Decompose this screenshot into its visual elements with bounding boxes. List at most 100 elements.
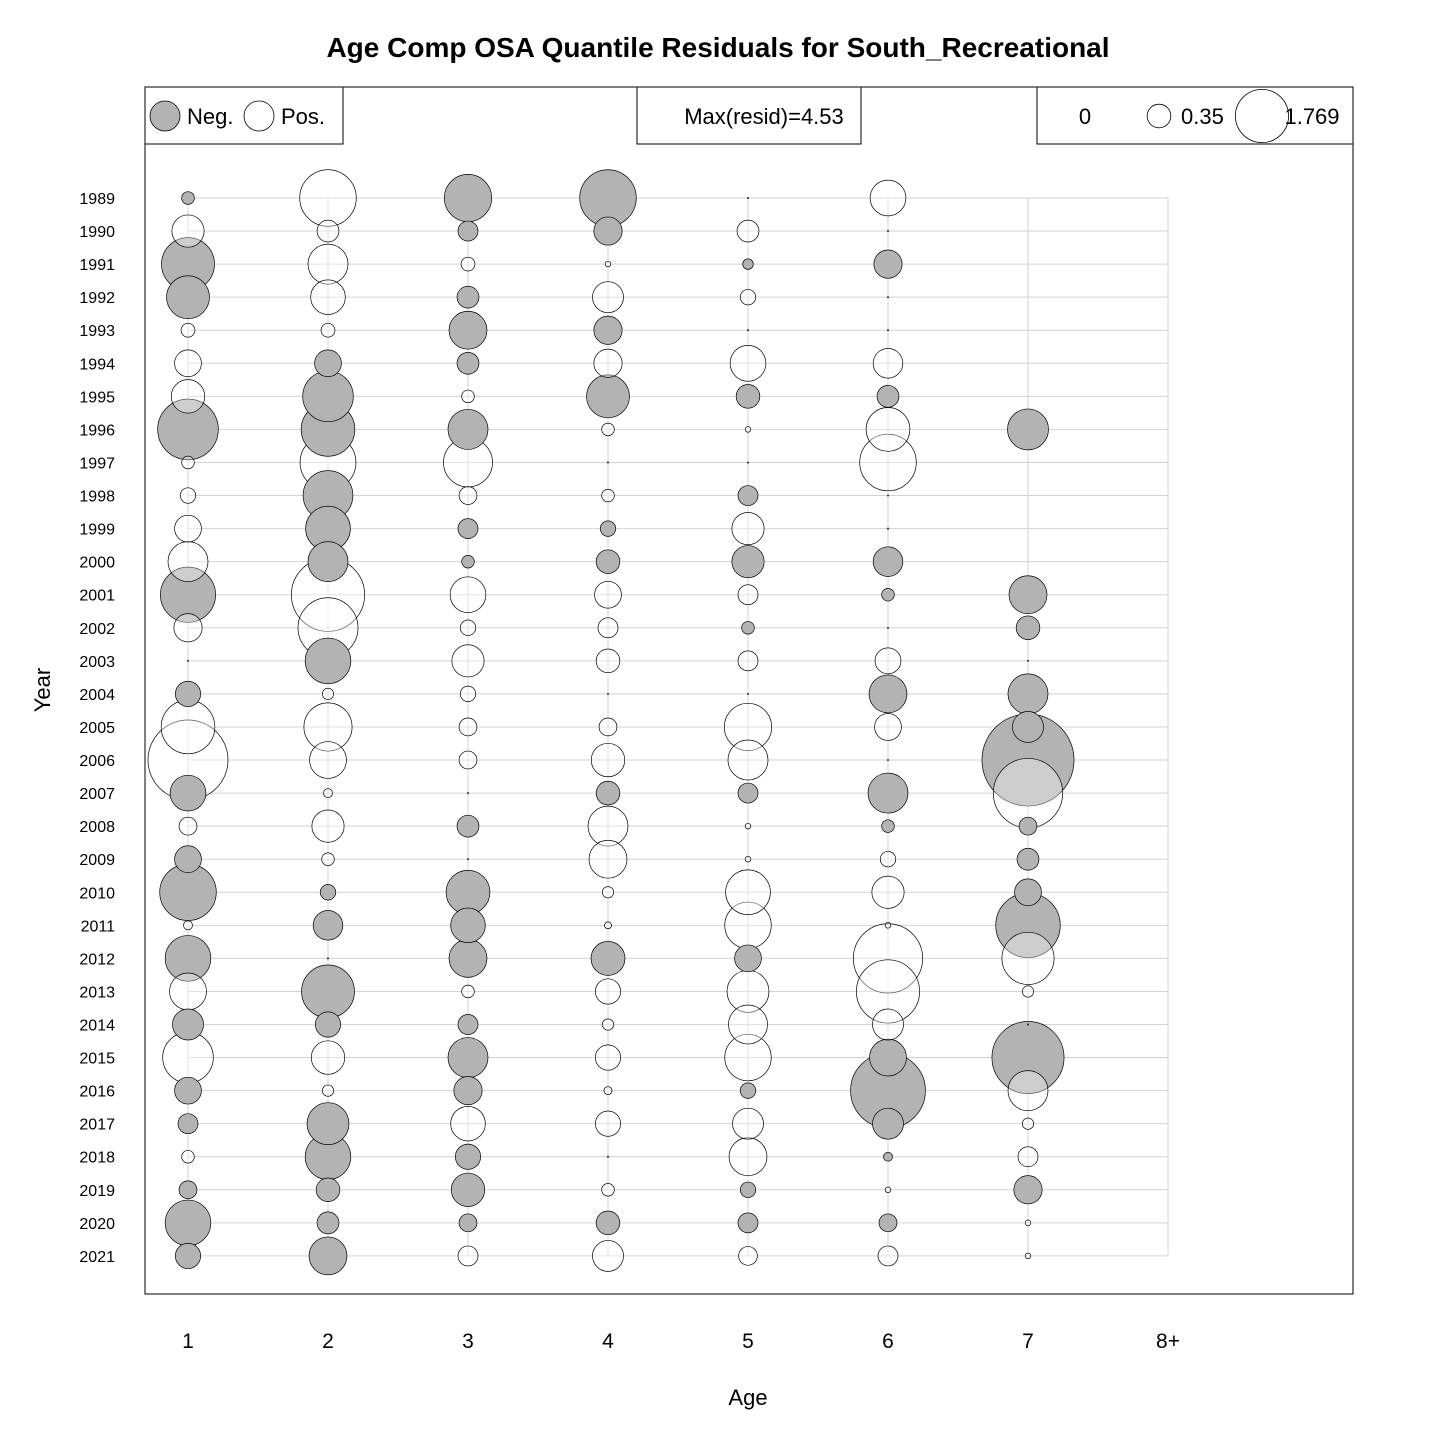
bubble-age-6-year-2008 bbox=[881, 819, 895, 833]
bubble-age-5-year-2000 bbox=[731, 545, 765, 579]
bubble-age-2-year-2017 bbox=[306, 1102, 350, 1146]
legend-neg-marker bbox=[149, 100, 181, 132]
bubble-age-2-year-2021 bbox=[308, 1236, 348, 1276]
bubble-age-2-year-1994 bbox=[314, 349, 342, 378]
bubble-age-3-year-2001 bbox=[449, 576, 487, 613]
bubble-age-6-year-2010 bbox=[871, 875, 905, 909]
bubble-age-1-year-2003 bbox=[187, 659, 189, 662]
x-axis-ticks: 1 2 3 4 5 6 7 8+ bbox=[182, 1330, 1180, 1353]
x-tick-label: 6 bbox=[882, 1330, 894, 1353]
bubble-age-1-year-2000 bbox=[167, 541, 209, 583]
bubble-age-7-year-2008 bbox=[1018, 816, 1038, 836]
bubble-age-7-year-2005 bbox=[1012, 711, 1044, 743]
bubble-age-5-year-2016 bbox=[739, 1082, 757, 1099]
bubble-age-6-year-2011 bbox=[884, 922, 892, 929]
x-tick-label: 5 bbox=[742, 1330, 754, 1353]
bubble-age-5-year-2009 bbox=[744, 856, 752, 863]
bubble-age-4-year-2002 bbox=[597, 617, 619, 639]
bubble-age-6-year-1992 bbox=[887, 296, 889, 299]
bubble-age-4-year-1995 bbox=[586, 374, 630, 419]
bubble-age-2-year-1995 bbox=[302, 370, 354, 423]
y-tick-label: 1991 bbox=[79, 257, 115, 274]
y-tick-label: 2009 bbox=[79, 852, 115, 869]
bubble-age-7-year-2019 bbox=[1013, 1175, 1043, 1205]
bubble-age-7-year-2014 bbox=[1027, 1023, 1029, 1026]
bubble-age-3-year-1992 bbox=[456, 285, 480, 309]
y-tick-label: 1997 bbox=[79, 455, 115, 472]
y-tick-label: 1994 bbox=[79, 356, 115, 373]
y-tick-label: 1990 bbox=[79, 224, 115, 241]
bubble-age-4-year-1996 bbox=[601, 422, 615, 437]
bubble-age-1-year-2009 bbox=[174, 845, 202, 873]
y-tick-label: 2018 bbox=[79, 1150, 115, 1167]
bubble-age-7-year-1996 bbox=[1007, 408, 1049, 451]
bubble-age-6-year-2003 bbox=[874, 647, 902, 675]
legend-pos-label: Pos. bbox=[281, 104, 325, 129]
bubble-age-6-year-2005 bbox=[874, 713, 902, 741]
y-tick-label: 1998 bbox=[79, 489, 115, 506]
bubble-age-2-year-2005 bbox=[303, 702, 353, 752]
bubble-age-1-year-1995 bbox=[170, 379, 206, 414]
bubble-age-3-year-2019 bbox=[450, 1172, 486, 1207]
bubble-age-3-year-2018 bbox=[455, 1143, 482, 1170]
bubble-age-6-year-1989 bbox=[869, 179, 907, 217]
bubble-age-1-year-1996 bbox=[157, 398, 219, 461]
y-tick-label: 2000 bbox=[79, 555, 115, 572]
bubble-age-5-year-1990 bbox=[736, 219, 760, 243]
legend-size-label-0: 0 bbox=[1079, 104, 1091, 129]
y-tick-label: 2011 bbox=[81, 918, 116, 935]
bubble-age-5-year-1989 bbox=[747, 197, 749, 199]
bubble-age-2-year-2006 bbox=[309, 741, 347, 779]
y-tick-label: 2006 bbox=[79, 753, 115, 770]
bubble-age-4-year-2021 bbox=[592, 1240, 624, 1272]
bubble-age-5-year-2003 bbox=[737, 650, 759, 672]
bubble-age-5-year-2019 bbox=[739, 1181, 757, 1198]
bubble-age-2-year-2003 bbox=[304, 637, 352, 684]
bubble-age-1-year-1993 bbox=[180, 322, 196, 338]
bubble-age-3-year-2010 bbox=[445, 870, 491, 915]
bubble-age-1-year-2018 bbox=[181, 1150, 195, 1164]
bubble-age-1-year-2020 bbox=[164, 1199, 212, 1247]
bubble-age-4-year-2000 bbox=[595, 549, 621, 574]
bubble-age-5-year-2001 bbox=[737, 584, 759, 606]
bubble-age-1-year-1997 bbox=[181, 455, 195, 470]
bubble-age-4-year-1993 bbox=[593, 315, 623, 345]
y-tick-label: 2001 bbox=[79, 588, 115, 605]
legend-size-label-1: 0.35 bbox=[1181, 104, 1224, 129]
x-tick-label: 8+ bbox=[1156, 1330, 1180, 1353]
bubble-age-1-year-2019 bbox=[178, 1180, 198, 1200]
bubble-age-5-year-2008 bbox=[744, 822, 752, 830]
bubble-age-5-year-2018 bbox=[728, 1137, 768, 1177]
bubble-age-3-year-2011 bbox=[450, 907, 486, 943]
bubble-age-6-year-1990 bbox=[887, 230, 889, 233]
bubble-age-4-year-2014 bbox=[601, 1018, 615, 1031]
bubble-age-1-year-2014 bbox=[172, 1008, 204, 1041]
bubble-age-2-year-2012 bbox=[327, 957, 329, 960]
bubble-age-4-year-2001 bbox=[594, 580, 622, 609]
bubble-age-6-year-1991 bbox=[873, 249, 903, 279]
legend-pos-marker bbox=[243, 100, 275, 132]
y-axis-ticks: 1989 1990 1991 1992 1993 1994 1995 1996 1997 1998… bbox=[79, 191, 115, 1266]
bubble-age-4-year-2019 bbox=[601, 1183, 615, 1197]
bubble-age-2-year-2000 bbox=[307, 541, 349, 583]
bubble-age-5-year-2010 bbox=[725, 869, 771, 915]
y-tick-label: 2020 bbox=[79, 1216, 115, 1233]
bubble-age-1-year-2017 bbox=[177, 1113, 199, 1135]
bubble-age-6-year-1996 bbox=[865, 407, 911, 452]
y-tick-label: 2016 bbox=[79, 1084, 115, 1101]
bubble-age-4-year-1998 bbox=[601, 488, 615, 503]
bubble-age-2-year-1989 bbox=[299, 169, 357, 227]
bubble-age-2-year-2010 bbox=[319, 884, 337, 901]
bubble-age-2-year-2013 bbox=[301, 964, 355, 1019]
bubble-age-5-year-2012 bbox=[734, 944, 762, 973]
bubble-age-1-year-2016 bbox=[174, 1076, 202, 1105]
y-tick-label: 2003 bbox=[79, 654, 115, 671]
bubble-age-4-year-2016 bbox=[603, 1086, 613, 1095]
bubble-age-1-year-2001 bbox=[160, 566, 216, 623]
bubble-age-6-year-2014 bbox=[872, 1008, 904, 1041]
bubble-age-3-year-1996 bbox=[447, 409, 489, 450]
bubble-age-7-year-2017 bbox=[1021, 1117, 1035, 1130]
bubble-age-1-year-1999 bbox=[174, 514, 202, 543]
bubble-age-1-year-2007 bbox=[169, 774, 207, 812]
bubble-age-6-year-2002 bbox=[887, 626, 889, 629]
